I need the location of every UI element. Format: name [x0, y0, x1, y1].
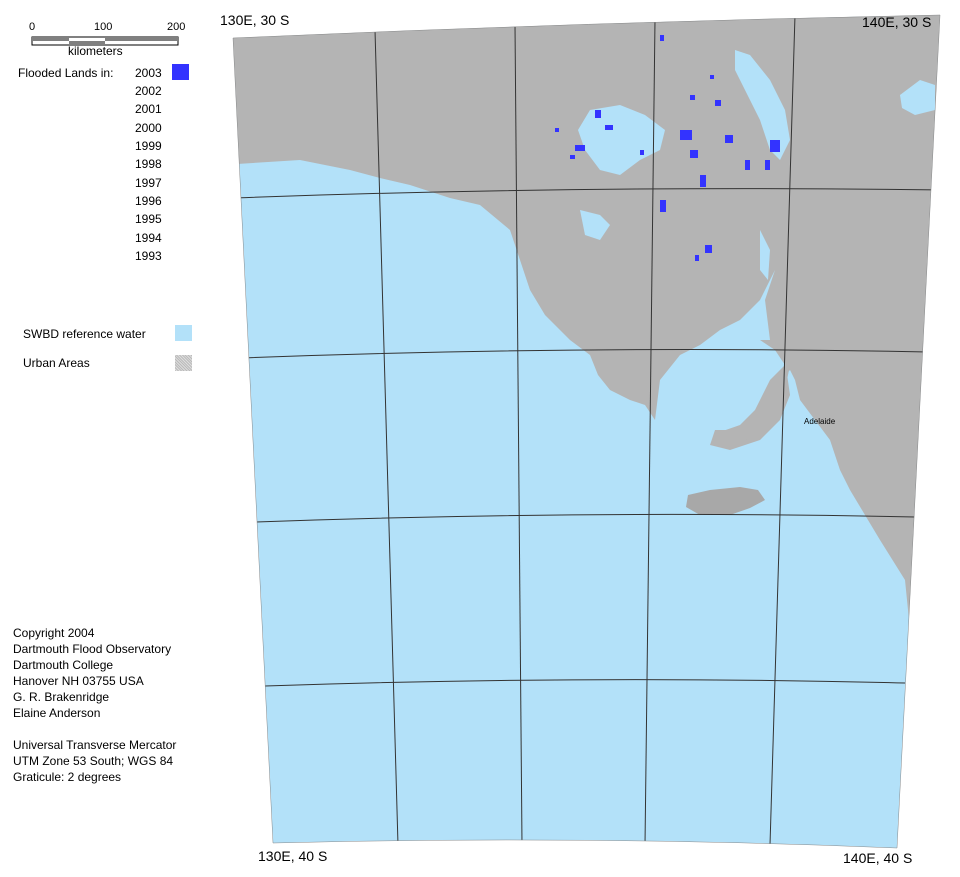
legend-year: 1997	[135, 176, 162, 190]
scale-unit: kilometers	[68, 44, 123, 58]
lake-gairdner	[578, 105, 665, 175]
corner-label-top-left: 130E, 30 S	[220, 12, 290, 28]
graticule	[233, 15, 940, 846]
corner-label-bottom-left: 130E, 40 S	[258, 848, 328, 864]
legend-year: 2003	[135, 66, 162, 80]
reference-water-swatch	[175, 325, 192, 341]
projection-line: Graticule: 2 degrees	[13, 770, 122, 784]
graticule-lat-34	[239, 349, 931, 359]
flooded-legend-label: Flooded Lands in:	[18, 66, 114, 80]
scale-tick: 200	[167, 21, 186, 33]
legend-year: 1999	[135, 139, 162, 153]
legend-year: 1994	[135, 231, 162, 245]
credit-line: Hanover NH 03755 USA	[13, 674, 144, 688]
place-label-adelaide: Adelaide	[804, 417, 836, 426]
lake-small	[580, 210, 610, 240]
yorke-peninsula	[712, 340, 790, 448]
graticule-lon-138	[769, 15, 796, 846]
credit-line: Dartmouth Flood Observatory	[13, 642, 172, 656]
credits: Copyright 2004 Dartmouth Flood Observato…	[13, 625, 171, 721]
graticule-lat-36	[254, 513, 916, 523]
mainland-land	[233, 15, 940, 660]
legend-year: 2001	[135, 102, 162, 116]
legend-year: 1993	[135, 249, 162, 263]
kangaroo-island	[686, 487, 765, 515]
graticule-lat-38	[264, 679, 906, 687]
corner-label-top-right: 140E, 30 S	[862, 14, 932, 30]
legend-year: 2000	[135, 121, 162, 135]
credit-line: G. R. Brakenridge	[13, 690, 110, 704]
graticule-lat-32	[233, 188, 940, 199]
legend-year: 1998	[135, 157, 162, 171]
reference-water-label: SWBD reference water	[23, 327, 146, 341]
credit-line: Elaine Anderson	[13, 706, 101, 720]
projection-info: Universal Transverse Mercator UTM Zone 5…	[13, 737, 176, 785]
lake-eyre	[900, 80, 935, 115]
credit-line: Dartmouth College	[13, 658, 114, 672]
legend-year: 1996	[135, 194, 162, 208]
graticule-lon-134	[514, 24, 523, 846]
projection-line: Universal Transverse Mercator	[13, 738, 177, 752]
scale-tick: 100	[94, 21, 113, 33]
flood-2003-swatch	[172, 64, 189, 80]
lake-torrens	[735, 50, 790, 160]
graticule-lon-132	[374, 29, 399, 846]
scale-bar	[31, 36, 179, 46]
urban-areas-swatch	[175, 355, 192, 371]
graticule-lon-136	[644, 19, 656, 846]
credit-line: Copyright 2004	[13, 626, 95, 640]
legend-year: 2002	[135, 84, 162, 98]
legend-year: 1995	[135, 212, 162, 226]
projection-line: UTM Zone 53 South; WGS 84	[13, 754, 174, 768]
scale-tick: 0	[29, 21, 36, 33]
spencer-gulf-head	[760, 230, 770, 280]
urban-areas-label: Urban Areas	[23, 356, 90, 370]
corner-label-bottom-right: 140E, 40 S	[843, 850, 913, 866]
flooded-areas-2003	[555, 35, 780, 261]
